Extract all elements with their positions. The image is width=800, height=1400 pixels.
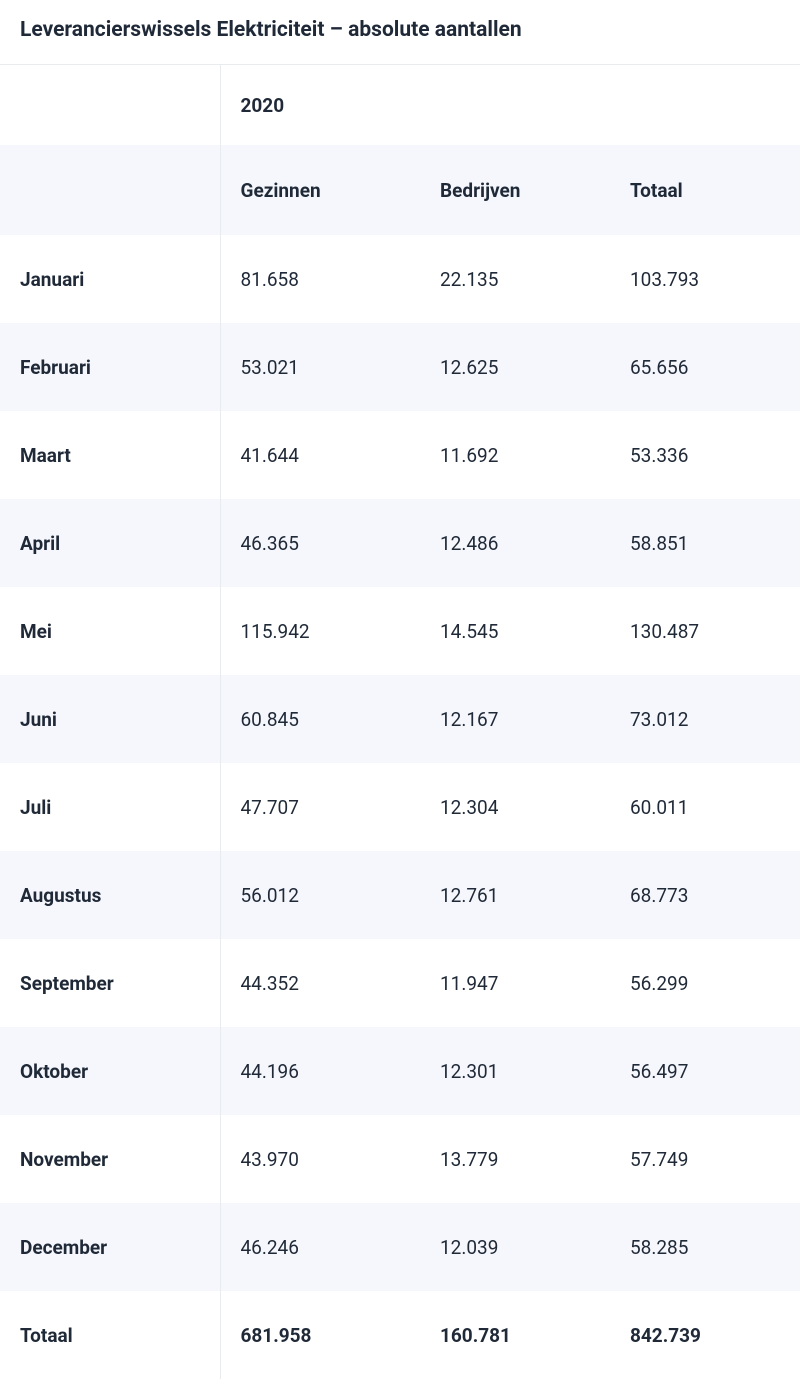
total-totaal: 842.739 — [610, 1324, 800, 1347]
cell-totaal: 58.285 — [610, 1236, 800, 1259]
cell-totaal: 103.793 — [610, 268, 800, 291]
cell-gezinnen: 81.658 — [221, 268, 421, 291]
table-row: Januari81.65822.135103.793 — [0, 235, 800, 323]
cell-bedrijven: 12.486 — [420, 532, 610, 555]
month-label: Januari — [0, 268, 220, 291]
cell-totaal: 58.851 — [610, 532, 800, 555]
cell-gezinnen: 60.845 — [221, 708, 421, 731]
cell-totaal: 56.299 — [610, 972, 800, 995]
month-label: Augustus — [0, 884, 220, 907]
cell-bedrijven: 14.545 — [420, 620, 610, 643]
table-row: Februari53.02112.62565.656 — [0, 323, 800, 411]
table-total-row: Totaal 681.958 160.781 842.739 — [0, 1291, 800, 1379]
table-row: Juni60.84512.16773.012 — [0, 675, 800, 763]
column-header-bedrijven: Bedrijven — [420, 179, 610, 202]
cell-gezinnen: 47.707 — [221, 796, 421, 819]
month-label: Februari — [0, 356, 220, 379]
table-row: Augustus56.01212.76168.773 — [0, 851, 800, 939]
cell-bedrijven: 12.167 — [420, 708, 610, 731]
total-gezinnen: 681.958 — [221, 1324, 421, 1347]
cell-bedrijven: 12.625 — [420, 356, 610, 379]
table-header-year-row: 2020 — [0, 65, 800, 145]
cell-totaal: 57.749 — [610, 1148, 800, 1171]
month-label: Oktober — [0, 1060, 220, 1083]
month-label: Mei — [0, 620, 220, 643]
month-label: November — [0, 1148, 220, 1171]
total-bedrijven: 160.781 — [420, 1324, 610, 1347]
cell-gezinnen: 44.196 — [221, 1060, 421, 1083]
cell-gezinnen: 115.942 — [221, 620, 421, 643]
table-row: September44.35211.94756.299 — [0, 939, 800, 1027]
cell-totaal: 65.656 — [610, 356, 800, 379]
table-row: Juli47.70712.30460.011 — [0, 763, 800, 851]
data-table: 2020 Gezinnen Bedrijven Totaal Januari81… — [0, 65, 800, 1379]
column-header-totaal: Totaal — [610, 179, 800, 202]
month-label: Juni — [0, 708, 220, 731]
cell-gezinnen: 46.246 — [221, 1236, 421, 1259]
cell-bedrijven: 12.039 — [420, 1236, 610, 1259]
cell-totaal: 53.336 — [610, 444, 800, 467]
table-subheader-row: Gezinnen Bedrijven Totaal — [0, 145, 800, 235]
page-title: Leverancierswissels Elektriciteit – abso… — [0, 0, 800, 65]
column-header-gezinnen: Gezinnen — [221, 179, 421, 202]
cell-bedrijven: 11.947 — [420, 972, 610, 995]
cell-bedrijven: 12.301 — [420, 1060, 610, 1083]
cell-bedrijven: 11.692 — [420, 444, 610, 467]
cell-gezinnen: 46.365 — [221, 532, 421, 555]
total-label: Totaal — [0, 1324, 220, 1347]
month-label: September — [0, 972, 220, 995]
table-row: November43.97013.77957.749 — [0, 1115, 800, 1203]
table-year-header: 2020 — [221, 94, 800, 117]
table-row: Maart41.64411.69253.336 — [0, 411, 800, 499]
cell-totaal: 73.012 — [610, 708, 800, 731]
cell-totaal: 56.497 — [610, 1060, 800, 1083]
table-row: April46.36512.48658.851 — [0, 499, 800, 587]
month-label: Juli — [0, 796, 220, 819]
month-label: Maart — [0, 444, 220, 467]
cell-totaal: 60.011 — [610, 796, 800, 819]
cell-gezinnen: 44.352 — [221, 972, 421, 995]
cell-gezinnen: 43.970 — [221, 1148, 421, 1171]
table-row: December46.24612.03958.285 — [0, 1203, 800, 1291]
cell-bedrijven: 12.761 — [420, 884, 610, 907]
cell-bedrijven: 13.779 — [420, 1148, 610, 1171]
cell-gezinnen: 56.012 — [221, 884, 421, 907]
cell-bedrijven: 12.304 — [420, 796, 610, 819]
month-label: April — [0, 532, 220, 555]
cell-gezinnen: 41.644 — [221, 444, 421, 467]
cell-bedrijven: 22.135 — [420, 268, 610, 291]
cell-totaal: 130.487 — [610, 620, 800, 643]
month-label: December — [0, 1236, 220, 1259]
cell-totaal: 68.773 — [610, 884, 800, 907]
table-row: Oktober44.19612.30156.497 — [0, 1027, 800, 1115]
table-row: Mei115.94214.545130.487 — [0, 587, 800, 675]
cell-gezinnen: 53.021 — [221, 356, 421, 379]
